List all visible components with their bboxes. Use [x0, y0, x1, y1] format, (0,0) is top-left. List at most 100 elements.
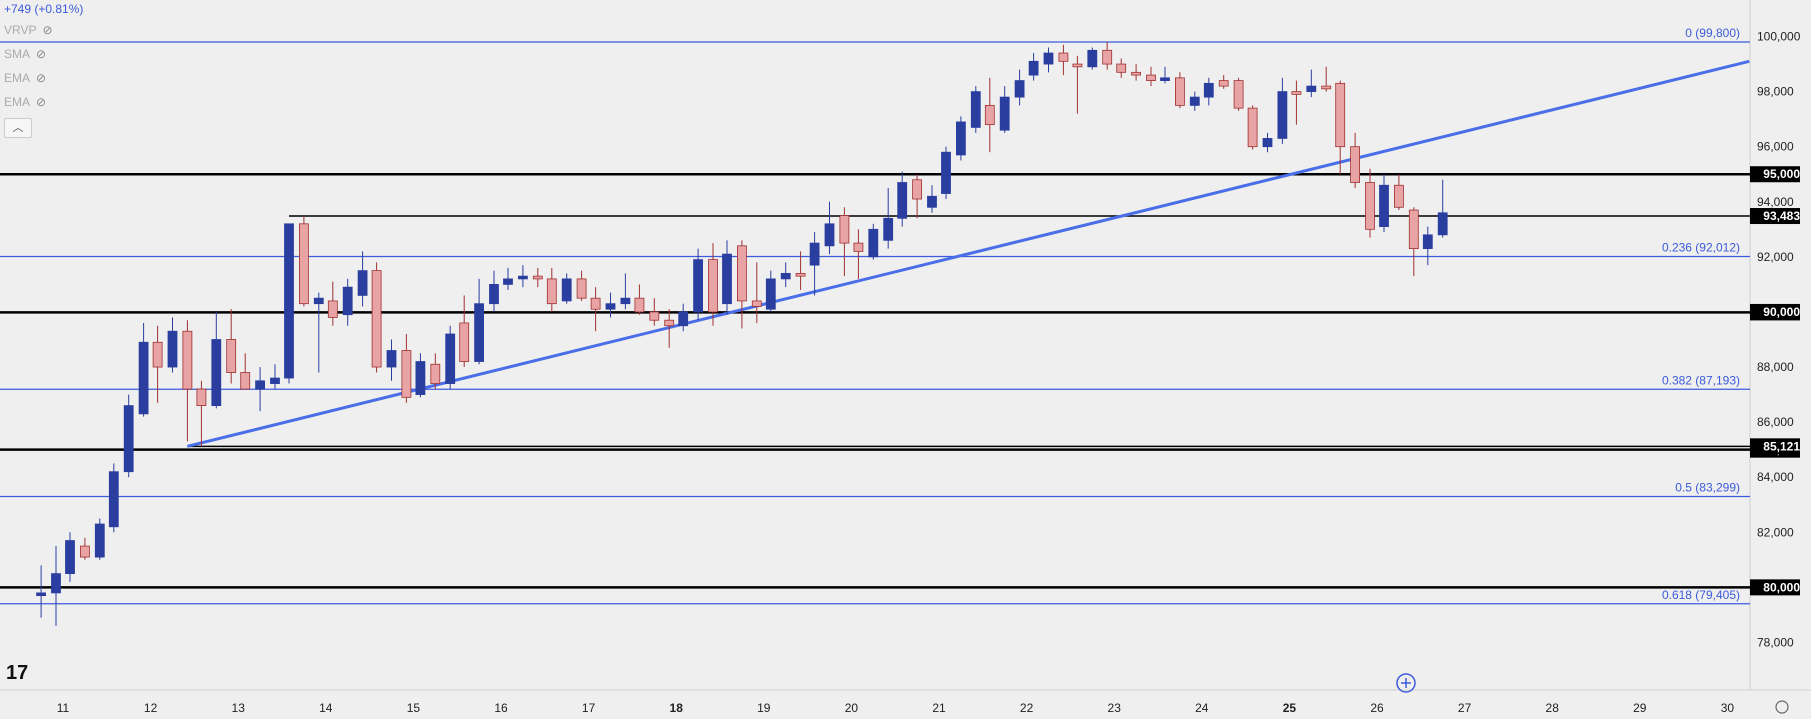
candle-body [357, 270, 368, 296]
indicator-legend: +749 (+0.81%) VRVP ⊘ SMA ⊘ EMA ⊘ EMA ⊘ [4, 0, 83, 114]
settings-icon[interactable] [1775, 700, 1789, 714]
candle-body [1072, 63, 1083, 68]
candle-body [605, 303, 616, 310]
candle-body [65, 540, 75, 575]
y-tick-label: 78,000 [1757, 635, 1794, 649]
candle-body [445, 333, 456, 384]
candle-body [152, 341, 163, 368]
candle-body [1321, 85, 1332, 90]
price-change: +749 (+0.81%) [4, 2, 84, 16]
eye-off-icon[interactable]: ⊘ [36, 71, 47, 85]
candle-body [1203, 82, 1214, 98]
x-tick-label: 22 [1020, 701, 1034, 715]
candle-body [1247, 107, 1258, 148]
x-tick-label: 30 [1721, 701, 1735, 715]
candle-body [664, 319, 675, 327]
candle-body [620, 297, 631, 305]
x-tick-label: 20 [845, 701, 859, 715]
y-tick-label: 88,000 [1757, 360, 1794, 374]
candle-body [984, 104, 995, 126]
eye-off-icon[interactable]: ⊘ [42, 23, 53, 37]
indicator-label: EMA [4, 71, 31, 85]
candle-body [1160, 77, 1170, 81]
indicator-ema-2[interactable]: EMA ⊘ [4, 90, 83, 114]
candle-body [1394, 184, 1404, 208]
candle-body [590, 297, 601, 310]
x-tick-label: 26 [1370, 701, 1384, 715]
candle-body [196, 388, 207, 406]
indicator-vrvp[interactable]: VRVP ⊘ [4, 18, 83, 42]
x-tick-label: 18 [670, 701, 684, 715]
candle-body [1233, 80, 1244, 109]
candle-body [1028, 60, 1039, 76]
candle-body [1218, 80, 1229, 87]
price-axis-badge-label: 85,121 [1763, 439, 1800, 453]
candle-body [795, 272, 806, 277]
x-tick-label: 14 [319, 701, 333, 715]
x-tick-label: 11 [57, 701, 70, 715]
price-axis-badge [1750, 208, 1800, 225]
candle-body [1131, 71, 1141, 76]
x-tick-label: 19 [757, 701, 771, 715]
candle-body [80, 545, 90, 558]
candle-body [182, 330, 193, 390]
x-tick-label: 15 [407, 701, 421, 715]
candle-body [546, 278, 557, 305]
candle-body [1116, 63, 1127, 73]
candle-body [459, 322, 470, 362]
candle-body [1422, 234, 1433, 250]
candle-body [897, 182, 908, 219]
candle-body [211, 339, 222, 406]
y-tick-label: 92,000 [1757, 250, 1794, 264]
candle-body [123, 405, 134, 473]
candle-body [430, 363, 441, 384]
candle-body [1175, 77, 1185, 106]
candle-body [240, 372, 251, 390]
candle-body [474, 303, 485, 362]
price-axis-badge-label: 90,000 [1763, 305, 1800, 319]
fib-level-label: 0 (99,800) [1685, 26, 1740, 40]
candle-body [518, 275, 528, 280]
candle-body [1189, 96, 1200, 106]
candle-body [839, 215, 850, 244]
candle-body [1379, 184, 1389, 227]
eye-off-icon[interactable]: ⊘ [36, 47, 47, 61]
candle-body [1146, 74, 1156, 81]
x-tick-label: 13 [232, 701, 246, 715]
candle-body [1058, 52, 1069, 62]
candle-body [751, 300, 762, 307]
eye-off-icon[interactable]: ⊘ [36, 95, 47, 109]
candle-body [868, 228, 879, 258]
indicator-label: SMA [4, 47, 31, 61]
x-tick-label: 23 [1108, 701, 1122, 715]
price-axis-badge-label: 80,000 [1763, 580, 1800, 594]
candle-body [1291, 91, 1302, 95]
x-tick-label: 24 [1195, 701, 1209, 715]
candle-body [1262, 138, 1273, 148]
candle-body [342, 286, 353, 316]
candle-body [1335, 82, 1346, 148]
candle-body [693, 259, 703, 313]
x-tick-label: 27 [1458, 701, 1472, 715]
candle-body [970, 91, 981, 128]
candle-body [1437, 212, 1448, 236]
plus-circle-icon-glyph [1401, 678, 1411, 688]
x-tick-label: 17 [582, 701, 596, 715]
candle-body [1087, 49, 1098, 68]
x-tick-label: 21 [932, 701, 946, 715]
chevron-up-icon[interactable]: ︿ [4, 118, 32, 138]
candle-body [1014, 80, 1025, 98]
plus-circle-icon[interactable] [1396, 673, 1416, 693]
price-axis-badge [1750, 166, 1800, 183]
y-tick-label: 100,000 [1757, 30, 1801, 44]
candle-body [94, 523, 105, 558]
indicator-sma[interactable]: SMA ⊘ [4, 42, 83, 66]
candle-body [999, 96, 1010, 131]
candle-body [415, 361, 426, 395]
indicator-ema[interactable]: EMA ⊘ [4, 66, 83, 90]
indicator-label: VRVP [4, 23, 37, 37]
x-tick-label: 12 [144, 701, 158, 715]
candle-body [722, 253, 732, 305]
x-tick-label: 28 [1546, 701, 1560, 715]
